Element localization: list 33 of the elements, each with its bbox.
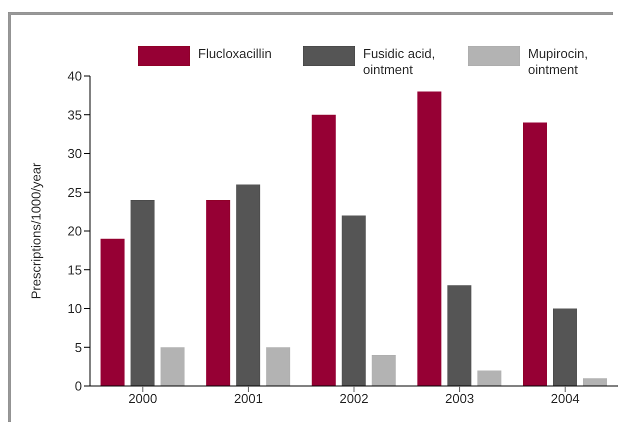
y-tick-label: 25 [68, 184, 82, 200]
x-tick-label: 2001 [234, 391, 263, 406]
bar [342, 216, 366, 386]
bar [100, 238, 125, 386]
x-tick-label: 2000 [128, 391, 158, 406]
y-tick-label: 15 [68, 262, 82, 278]
bar [130, 200, 155, 386]
x-tick-label: 2002 [340, 391, 368, 406]
y-tick-label: 40 [68, 68, 82, 84]
legend-label: Fusidic acid, ointment [363, 46, 436, 78]
y-tick-label: 0 [74, 378, 82, 394]
bar [312, 114, 336, 386]
y-tick-label: 5 [74, 340, 82, 355]
y-tick-label: 10 [68, 301, 82, 316]
bar [477, 370, 502, 386]
bar [266, 347, 290, 386]
y-tick-label: 30 [68, 146, 82, 162]
bar [206, 200, 230, 386]
legend-label: Mupirocin, ointment [528, 46, 589, 78]
bar [552, 308, 577, 386]
bar [236, 184, 260, 386]
bar [447, 285, 472, 386]
bar [160, 347, 185, 386]
x-tick-label: 2003 [445, 391, 474, 406]
y-axis-title: Prescriptions/1000/year [28, 162, 44, 300]
y-tick-label: 35 [68, 107, 82, 122]
y-tick-label: 20 [68, 224, 82, 239]
bar [522, 122, 547, 386]
legend-label: Flucloxacillin [198, 46, 273, 62]
bar [582, 378, 607, 386]
x-tick-label: 2004 [550, 391, 580, 406]
bar [417, 92, 442, 386]
bar [372, 355, 396, 386]
